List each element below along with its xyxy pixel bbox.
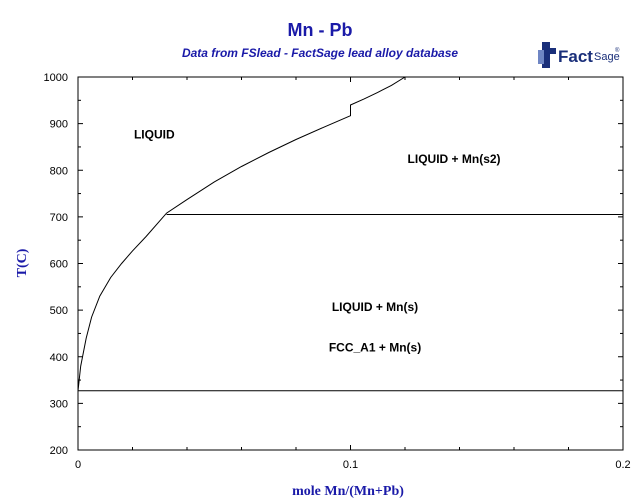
y-tick-label: 200 [50,445,68,457]
region-labels: LIQUID LIQUID + Mn(s2) LIQUID + Mn(s) FCC_A… [134,128,501,355]
phase-boundaries [77,76,623,392]
y-tick-label: 700 [50,212,68,224]
factsage-logo-mark: ® [615,47,620,54]
factsage-logo-icon [538,42,556,68]
x-axis-ticks: 0 0.1 0.2 [75,77,631,471]
liquidus-curve [77,76,406,391]
x-tick-label: 0 [75,459,81,471]
factsage-logo: Fact Sage ® [538,42,620,68]
y-tick-label: 400 [50,352,68,364]
y-tick-label: 900 [50,119,68,131]
x-tick-label: 0.1 [343,459,358,471]
region-label: LIQUID [134,128,175,142]
x-axis-label: mole Mn/(Mn+Pb) [292,484,404,499]
y-tick-label: 600 [50,259,68,271]
factsage-logo-text-main: Fact [558,47,593,66]
y-axis-label: T(C) [15,248,30,277]
chart-title: Mn - Pb [287,20,353,40]
y-tick-label: 800 [50,165,68,177]
y-axis-ticks: 200 300 400 500 600 700 800 900 1000 [44,72,623,457]
region-label: FCC_A1 + Mn(s) [329,341,421,355]
x-tick-label: 0.2 [615,459,630,471]
y-tick-label: 300 [50,398,68,410]
y-tick-label: 1000 [44,72,68,84]
chart-subtitle: Data from FSlead - FactSage lead alloy d… [181,46,459,60]
y-tick-label: 500 [50,305,68,317]
factsage-logo-text-sage: Sage [594,51,620,63]
region-label: LIQUID + Mn(s) [332,300,418,314]
region-label: LIQUID + Mn(s2) [408,152,501,166]
